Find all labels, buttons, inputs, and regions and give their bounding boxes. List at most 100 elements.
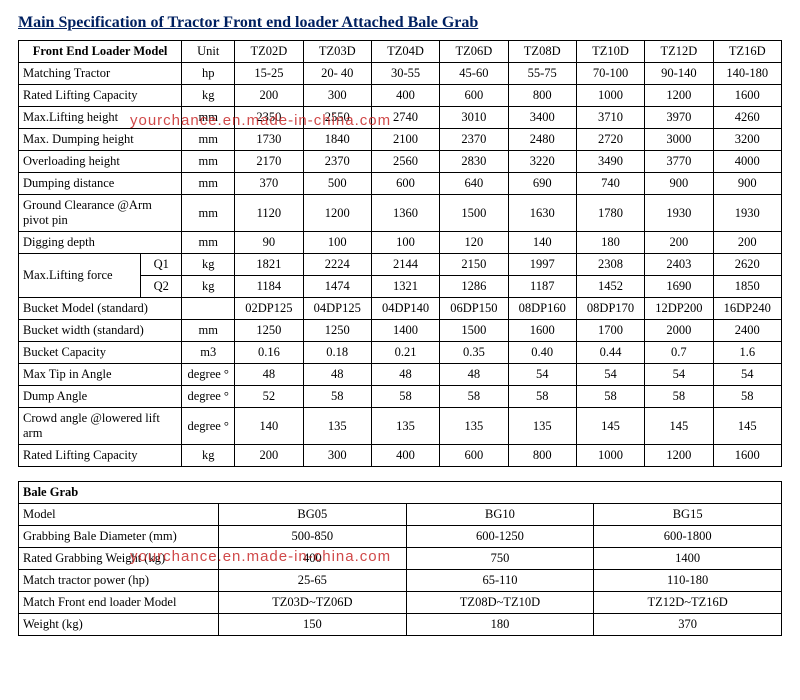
row-label: Bucket Capacity <box>19 342 182 364</box>
cell: 54 <box>713 364 781 386</box>
col-header: Unit <box>182 41 235 63</box>
cell: TZ12D~TZ16D <box>594 592 782 614</box>
cell: 3770 <box>645 151 713 173</box>
cell: 1600 <box>713 85 781 107</box>
unit <box>182 298 235 320</box>
cell: 2308 <box>576 254 644 276</box>
cell: 1452 <box>576 276 644 298</box>
cell: 2000 <box>645 320 713 342</box>
cell: 900 <box>713 173 781 195</box>
cell: 1000 <box>576 445 644 467</box>
cell: 180 <box>406 614 594 636</box>
cell: 4260 <box>713 107 781 129</box>
cell: 370 <box>235 173 303 195</box>
cell: 58 <box>371 386 439 408</box>
unit: mm <box>182 107 235 129</box>
cell: 140 <box>508 232 576 254</box>
row-label: Dumping distance <box>19 173 182 195</box>
cell: 400 <box>371 85 439 107</box>
cell: 12DP200 <box>645 298 713 320</box>
cell: 145 <box>645 408 713 445</box>
cell: 200 <box>645 232 713 254</box>
cell: 90-140 <box>645 63 713 85</box>
cell: 400 <box>219 548 407 570</box>
cell: TZ08D~TZ10D <box>406 592 594 614</box>
cell: 1120 <box>235 195 303 232</box>
unit: degree ° <box>182 386 235 408</box>
cell: 3200 <box>713 129 781 151</box>
unit: mm <box>182 129 235 151</box>
cell: 1840 <box>303 129 371 151</box>
row-label: Digging depth <box>19 232 182 254</box>
cell: 08DP160 <box>508 298 576 320</box>
cell: 30-55 <box>371 63 439 85</box>
cell: BG10 <box>406 504 594 526</box>
cell: 1286 <box>440 276 508 298</box>
cell: 48 <box>235 364 303 386</box>
cell: 145 <box>713 408 781 445</box>
cell: 90 <box>235 232 303 254</box>
row-label: Dump Angle <box>19 386 182 408</box>
row-label: Max Tip in Angle <box>19 364 182 386</box>
cell: 200 <box>235 445 303 467</box>
cell: 180 <box>576 232 644 254</box>
cell: 1321 <box>371 276 439 298</box>
cell: 600 <box>440 85 508 107</box>
cell: 300 <box>303 445 371 467</box>
cell: 3400 <box>508 107 576 129</box>
cell: 48 <box>440 364 508 386</box>
unit: degree ° <box>182 408 235 445</box>
cell: 2403 <box>645 254 713 276</box>
cell: 08DP170 <box>576 298 644 320</box>
col-header: TZ12D <box>645 41 713 63</box>
cell: 100 <box>371 232 439 254</box>
cell: 1780 <box>576 195 644 232</box>
row-label: Rated Grabbing Weight (kg) <box>19 548 219 570</box>
cell: 1250 <box>235 320 303 342</box>
cell: 1600 <box>508 320 576 342</box>
col-header: TZ03D <box>303 41 371 63</box>
cell: 135 <box>303 408 371 445</box>
cell: BG05 <box>219 504 407 526</box>
cell: 58 <box>440 386 508 408</box>
cell: 02DP125 <box>235 298 303 320</box>
cell: 2150 <box>440 254 508 276</box>
row-label: Match Front end loader Model <box>19 592 219 614</box>
unit: mm <box>182 320 235 342</box>
cell: 2400 <box>713 320 781 342</box>
cell: 140-180 <box>713 63 781 85</box>
cell: 0.16 <box>235 342 303 364</box>
cell: 1400 <box>594 548 782 570</box>
cell: 1200 <box>303 195 371 232</box>
cell: 1821 <box>235 254 303 276</box>
cell: 1500 <box>440 320 508 342</box>
cell: 800 <box>508 445 576 467</box>
cell: 1200 <box>645 85 713 107</box>
cell: 2830 <box>440 151 508 173</box>
cell: 20- 40 <box>303 63 371 85</box>
section-header: Bale Grab <box>19 482 782 504</box>
cell: 600 <box>371 173 439 195</box>
cell: 58 <box>303 386 371 408</box>
cell: 2480 <box>508 129 576 151</box>
cell: 48 <box>303 364 371 386</box>
row-label: Grabbing Bale Diameter (mm) <box>19 526 219 548</box>
cell: 1400 <box>371 320 439 342</box>
cell: 0.35 <box>440 342 508 364</box>
row-label: Bucket width (standard) <box>19 320 182 342</box>
unit: mm <box>182 173 235 195</box>
row-label: Overloading height <box>19 151 182 173</box>
cell: 3000 <box>645 129 713 151</box>
cell: 1997 <box>508 254 576 276</box>
cell: 140 <box>235 408 303 445</box>
cell: 2100 <box>371 129 439 151</box>
col-header: TZ16D <box>713 41 781 63</box>
cell: 1690 <box>645 276 713 298</box>
cell: BG15 <box>594 504 782 526</box>
cell: 2224 <box>303 254 371 276</box>
cell: 1730 <box>235 129 303 151</box>
row-label: Ground Clearance @Arm pivot pin <box>19 195 182 232</box>
unit: m3 <box>182 342 235 364</box>
row-label: Model <box>19 504 219 526</box>
cell: 3220 <box>508 151 576 173</box>
